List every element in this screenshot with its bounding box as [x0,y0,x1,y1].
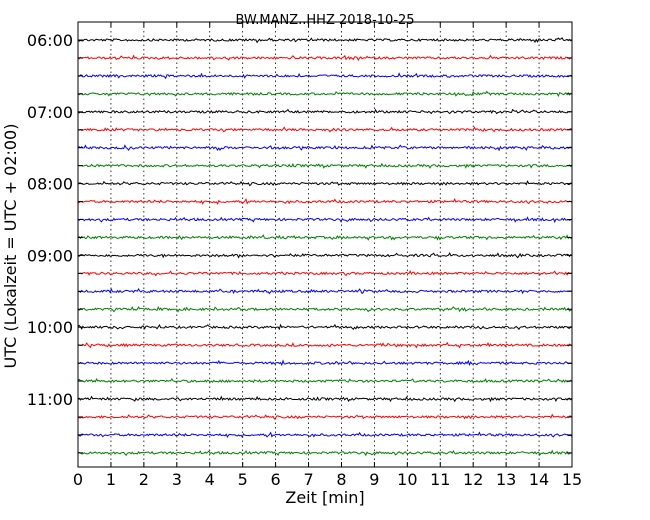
trace-1015 [77,341,573,349]
x-tick-label: 5 [238,470,248,489]
y-axis-ticks: 06:00 07:00 08:00 09:00 10:00 11:00 [27,31,572,454]
trace-1115 [77,413,573,420]
trace-0600 [77,37,573,44]
x-tick-label: 12 [463,470,483,489]
x-tick-label: 15 [562,470,582,489]
trace-1030 [77,359,573,367]
y-tick-label: 11:00 [27,390,73,409]
x-tick-label: 10 [397,470,417,489]
y-tick-label: 06:00 [27,31,73,50]
y-tick-label: 07:00 [27,103,73,122]
trace-0800 [77,180,573,187]
trace-0630 [77,72,573,80]
trace-0830 [77,216,573,224]
trace-0700 [77,108,573,115]
x-axis-ticks: 0 1 2 3 4 5 6 7 8 9 10 11 12 13 14 15 [73,22,582,489]
grid-lines [110,22,540,467]
x-tick-label: 4 [205,470,215,489]
y-tick-label: 09:00 [27,246,73,265]
trace-0930 [77,287,573,295]
trace-0615 [77,54,572,62]
x-tick-label: 1 [106,470,116,489]
trace-0745 [77,162,573,169]
trace-0945 [77,305,573,313]
trace-1130 [77,431,573,439]
x-tick-label: 0 [73,470,83,489]
x-tick-label: 13 [496,470,516,489]
plot-frame [77,21,573,468]
x-tick-label: 9 [369,470,379,489]
x-tick-label: 11 [430,470,450,489]
trace-0845 [77,234,573,241]
x-tick-label: 6 [271,470,281,489]
trace-0915 [77,269,573,277]
seismic-traces [77,37,573,457]
trace-0900 [77,252,573,259]
x-tick-label: 8 [336,470,346,489]
trace-0645 [77,90,573,98]
x-tick-label: 7 [303,470,313,489]
x-tick-label: 14 [529,470,549,489]
trace-1100 [77,395,573,403]
trace-1000 [77,323,573,331]
x-axis-label: Zeit [min] [285,488,364,507]
chart-title: BW.MANZ..HHZ 2018-10-25 [235,13,414,28]
y-tick-label: 10:00 [27,318,73,337]
x-tick-label: 3 [172,470,182,489]
x-tick-label: 2 [139,470,149,489]
trace-0730 [77,144,573,152]
trace-1145 [77,449,573,457]
trace-0715 [77,126,573,133]
y-tick-label: 08:00 [27,175,73,194]
trace-0815 [77,198,573,205]
y-axis-label: UTC (Lokalzeit = UTC + 02:00) [1,124,20,369]
trace-1045 [77,378,573,384]
